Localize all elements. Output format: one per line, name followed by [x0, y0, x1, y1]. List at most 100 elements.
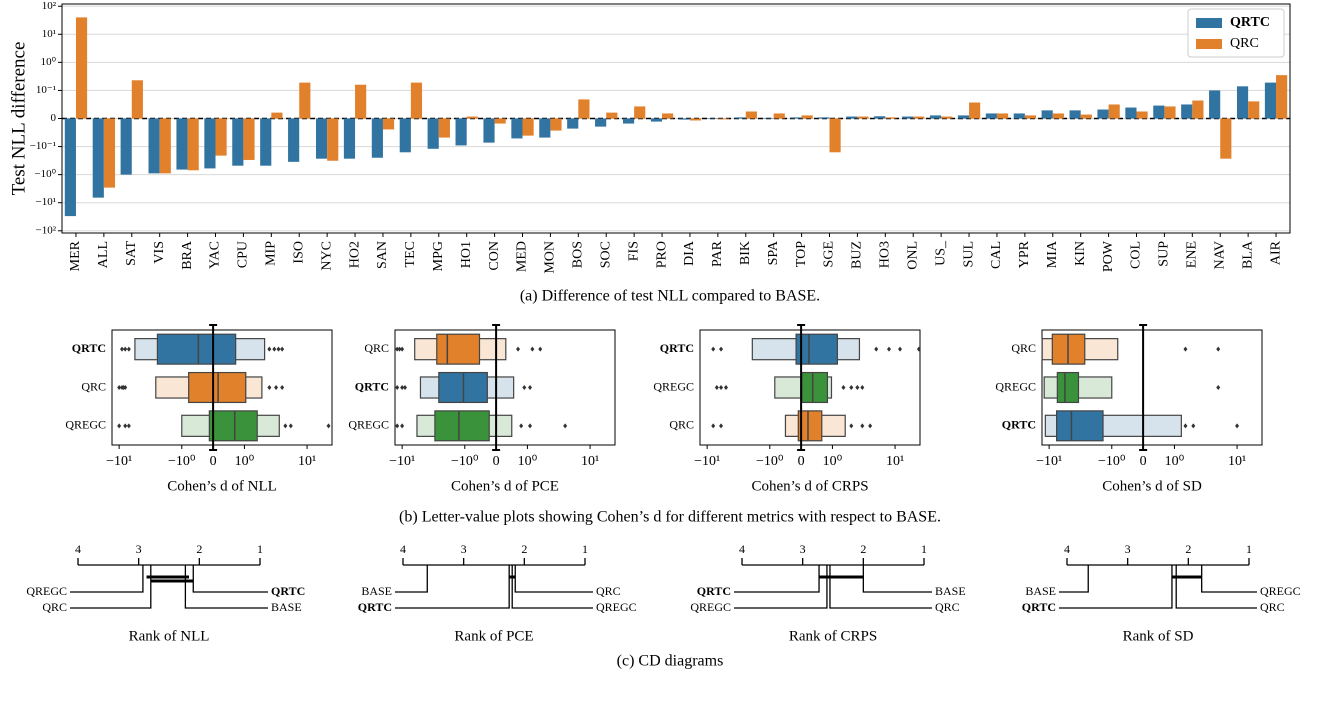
bar	[1041, 110, 1053, 119]
bar	[1220, 118, 1232, 159]
x-tick-label: 10¹	[886, 454, 904, 469]
method-label: BASE	[271, 600, 302, 614]
bar	[382, 118, 395, 130]
bar	[1080, 114, 1092, 119]
x-tick-label: DIA	[682, 240, 697, 266]
rank-line	[1059, 565, 1089, 593]
outlier	[719, 346, 724, 352]
outlier	[120, 346, 125, 352]
x-tick-label: HO2	[347, 241, 362, 268]
bar	[762, 117, 774, 119]
outlier	[898, 346, 903, 352]
plot-frame	[61, 3, 1291, 234]
plot-frame	[1041, 329, 1263, 446]
x-axis-label: Rank of PCE	[454, 628, 533, 644]
outlier	[528, 385, 533, 390]
outlier	[860, 423, 865, 429]
bar	[969, 102, 981, 119]
outlier	[723, 385, 728, 390]
x-tick-label: FIS	[626, 241, 641, 261]
bar	[941, 116, 953, 119]
outlier	[123, 385, 128, 390]
x-tick-label: YAC	[208, 241, 223, 269]
bar	[159, 118, 171, 174]
rank-line	[1175, 565, 1257, 609]
x-tick-label: −10¹	[1036, 454, 1062, 469]
bar	[466, 116, 478, 119]
letter-value-box	[188, 371, 247, 404]
bar	[1052, 113, 1064, 119]
bar	[148, 118, 160, 174]
bar	[829, 118, 841, 153]
x-tick-label: MON	[543, 241, 558, 274]
outlier	[274, 385, 279, 390]
outlier	[400, 423, 405, 429]
bar	[606, 112, 618, 119]
x-tick-label: 4	[75, 542, 81, 556]
bar	[689, 118, 702, 121]
bar	[103, 118, 116, 188]
row-label: QREGC	[348, 418, 389, 432]
outlier	[395, 385, 400, 390]
outlier	[841, 385, 846, 390]
bar	[1153, 105, 1165, 119]
bar	[1013, 113, 1025, 119]
x-tick-label: −10⁰	[756, 454, 784, 469]
bar	[427, 118, 439, 149]
bar	[1024, 115, 1037, 119]
outlier	[849, 385, 854, 390]
x-tick-label: 10¹	[581, 454, 599, 469]
bar	[717, 118, 730, 120]
letter-value-box	[801, 371, 829, 404]
x-tick-label: BIK	[738, 241, 753, 265]
letter-value-box	[1056, 371, 1080, 404]
outlier	[522, 385, 527, 390]
x-tick-label: −10⁰	[451, 454, 479, 469]
rank-line	[514, 565, 593, 593]
x-tick-label: POW	[1101, 240, 1116, 272]
x-tick-label: ONL	[905, 241, 920, 270]
x-tick-label: PRO	[654, 241, 669, 268]
method-label: QREGC	[690, 600, 731, 614]
outlier	[1183, 346, 1188, 352]
x-tick-label: ALL	[96, 241, 111, 268]
bar	[957, 115, 970, 119]
bar	[187, 118, 199, 171]
x-tick-label: PAR	[710, 240, 725, 267]
method-label: BASE	[361, 584, 392, 598]
outlier	[395, 346, 400, 352]
outlier	[860, 385, 865, 390]
x-tick-label: CON	[487, 241, 502, 271]
bar	[483, 118, 495, 143]
x-tick-label: 10⁰	[1165, 454, 1185, 469]
row-label: QRC	[81, 379, 106, 393]
outlier	[280, 346, 285, 352]
bar	[790, 117, 802, 119]
method-label: QRC	[42, 600, 67, 614]
x-axis-label: Rank of NLL	[129, 628, 210, 644]
method-label: QREGC	[1260, 584, 1301, 598]
bar	[801, 115, 813, 119]
outlier	[711, 423, 716, 429]
caption: (b) Letter-value plots showing Cohen’s d…	[399, 509, 941, 526]
rank-line	[511, 565, 593, 609]
bar	[1069, 110, 1081, 119]
outlier	[280, 385, 285, 390]
x-tick-label: 1	[257, 542, 263, 556]
outlier	[276, 346, 281, 352]
bar	[734, 117, 746, 119]
bar	[410, 82, 423, 119]
x-tick-label: COL	[1129, 241, 1144, 269]
x-tick-label: 0	[1140, 454, 1147, 469]
bar	[846, 116, 858, 119]
legend-label: QRTC	[1230, 15, 1270, 30]
x-tick-label: 10⁰	[823, 454, 843, 469]
bar	[1181, 104, 1193, 119]
outlier	[283, 423, 288, 429]
bar	[1108, 104, 1120, 119]
outlier	[403, 385, 408, 390]
outlier	[714, 385, 719, 390]
x-tick-label: NAV	[1212, 241, 1227, 270]
outlier	[400, 385, 405, 390]
